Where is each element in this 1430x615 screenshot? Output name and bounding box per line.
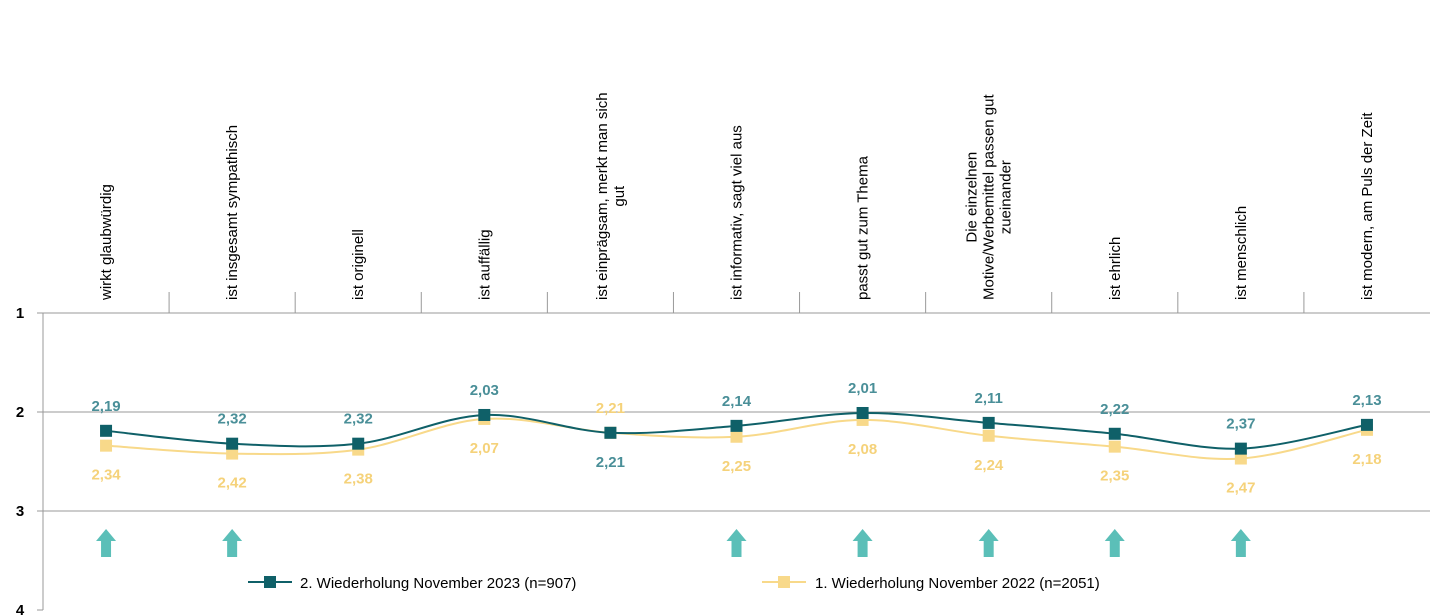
category-label: ist auffällig [476,229,493,300]
category-label: ist ehrlich [1107,237,1124,300]
arrow-icon [1230,529,1251,557]
value-label: 2,38 [344,471,373,488]
arrow-icon [726,529,747,557]
point-marker [226,447,239,460]
category-label: ist informativ, sagt viel aus [729,125,746,300]
value-label: 2,01 [848,380,877,397]
y-tick-label: 4 [16,602,25,615]
category-label-line: wirkt glaubwürdig [98,184,115,301]
arrow-icon [978,529,999,557]
point-marker [478,408,491,421]
value-label: 2,13 [1352,392,1381,409]
value-label: 2,18 [1352,451,1381,468]
category-label-line: ist originell [350,229,367,300]
point-marker [100,439,113,452]
category-label: wirkt glaubwürdig [98,184,115,301]
category-label-line: ist ehrlich [1107,237,1124,300]
value-label: 2,32 [218,411,247,428]
category-label-line: ist auffällig [476,229,493,300]
arrow-icon [1104,529,1125,557]
value-label: 2,25 [722,458,751,475]
category-label-line: ist informativ, sagt viel aus [729,125,746,300]
category-label: ist originell [350,229,367,300]
category-label: ist menschlich [1233,206,1250,300]
y-tick-label: 1 [16,305,24,322]
value-label: 2,34 [91,467,121,484]
arrow-icon [852,529,873,557]
category-label-line: Motive/Werbemittel passen gut [981,94,998,300]
value-label: 2,07 [470,440,499,457]
point-marker [352,437,365,450]
legend-label: 1. Wiederholung November 2022 (n=2051) [815,575,1100,592]
category-label-line: ist einprägsam, merkt man sich [594,92,611,300]
y-tick-label: 3 [16,503,24,520]
category-label-line: Die einzelnen [964,152,981,243]
point-marker [730,419,743,432]
value-label: 2,19 [91,398,120,415]
value-label: 2,24 [974,457,1004,474]
category-label-line: ist menschlich [1233,206,1250,300]
category-label-line: passt gut zum Thema [855,155,872,300]
value-label: 2,21 [596,454,625,471]
point-marker [982,416,995,429]
point-marker [1234,452,1247,465]
value-label: 2,22 [1100,401,1129,418]
category-label-line: zueinander [998,160,1015,234]
value-label: 2,37 [1226,416,1255,433]
legend-marker [264,576,276,588]
value-label: 2,32 [344,411,373,428]
legend-label: 2. Wiederholung November 2023 (n=907) [300,575,576,592]
value-label: 2,08 [848,441,877,458]
value-label: 2,42 [218,475,247,492]
category-label-line: ist insgesamt sympathisch [224,125,241,300]
point-marker [856,406,869,419]
point-marker [226,437,239,450]
arrow-icon [96,529,117,557]
value-label: 2,35 [1100,468,1129,485]
point-marker [1234,442,1247,455]
category-label: passt gut zum Thema [855,155,872,300]
point-marker [1108,427,1121,440]
point-marker [1108,440,1121,453]
category-label: ist modern, am Puls der Zeit [1359,112,1376,300]
value-label: 2,11 [974,390,1002,407]
point-marker [1360,418,1373,431]
point-marker [982,429,995,442]
category-label: ist insgesamt sympathisch [224,125,241,300]
point-marker [100,424,113,437]
category-label-line: ist modern, am Puls der Zeit [1359,112,1376,300]
category-label-line: gut [611,185,628,207]
category-label: ist einprägsam, merkt man sichgut [594,92,628,300]
value-label: 2,14 [722,393,752,410]
legend-marker [778,576,790,588]
point-marker [604,426,617,439]
y-tick-label: 2 [16,404,24,421]
category-label: Die einzelnenMotive/Werbemittel passen g… [964,94,1015,300]
point-marker [730,430,743,443]
value-label: 2,03 [470,382,499,399]
arrow-icon [222,529,243,557]
value-label: 2,21 [596,400,625,417]
value-label: 2,47 [1226,480,1255,497]
